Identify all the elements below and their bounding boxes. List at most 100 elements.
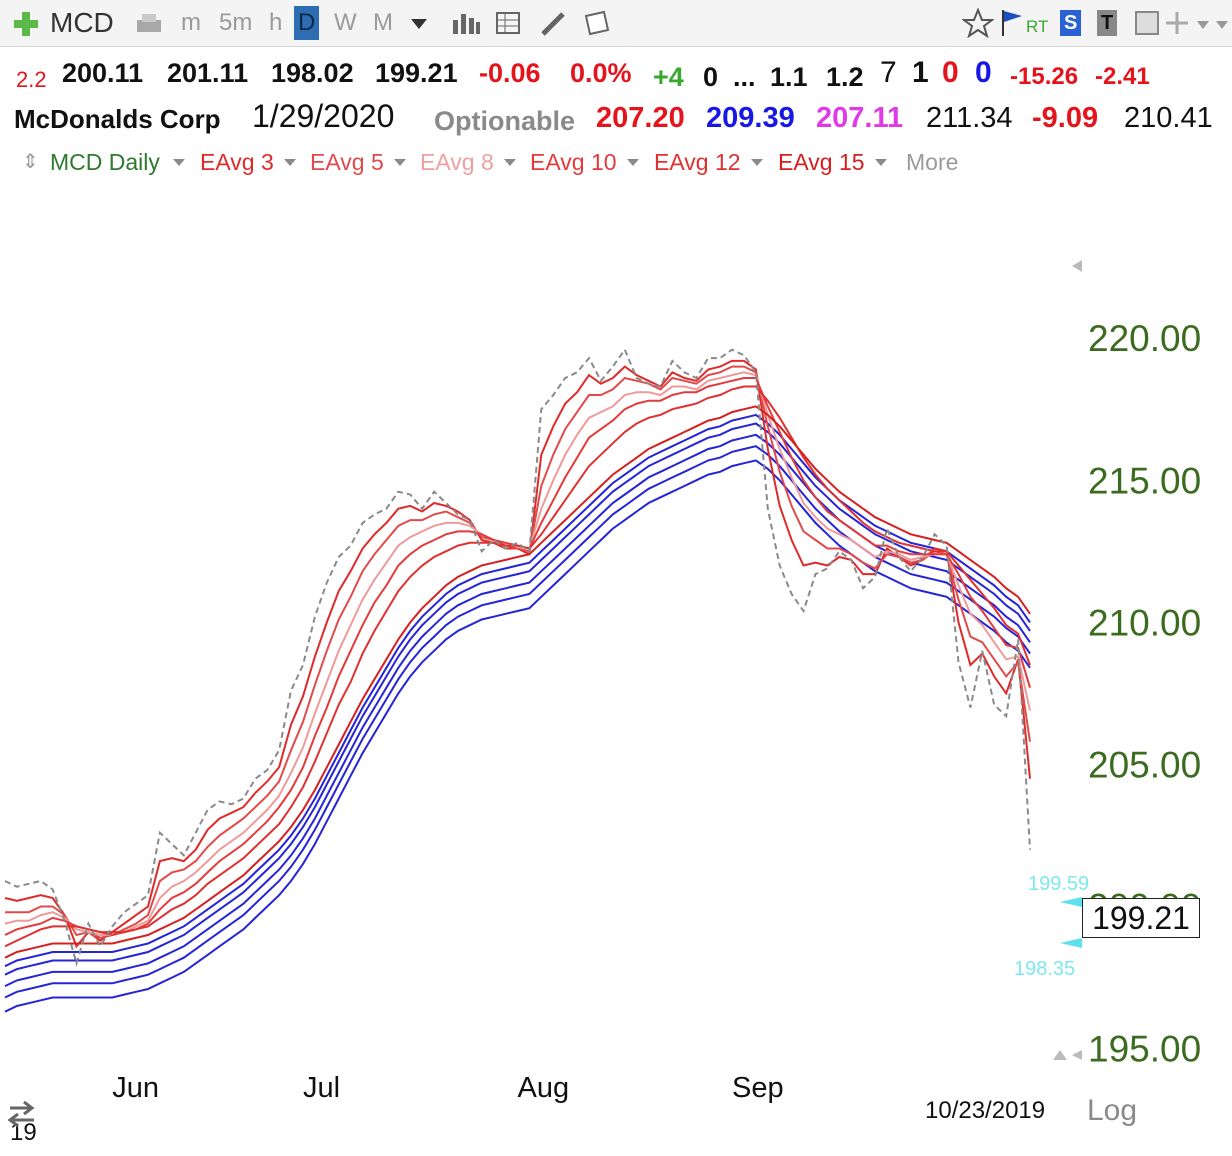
star-icon[interactable] <box>961 7 995 39</box>
long-ema-line-2 <box>4 422 1031 976</box>
quote-p3: 207.11 <box>816 102 904 134</box>
drag-handle-icon[interactable]: ⇕ <box>22 151 39 173</box>
quote-high: 201.11 <box>167 58 249 88</box>
quote-change: -0.06 <box>479 58 541 88</box>
last-price-label: 199.21 <box>1082 898 1200 938</box>
chart-toolbar: MCD m 5m h D W M RT S T <box>0 0 1232 47</box>
short-ema-line-4 <box>4 377 1031 937</box>
long-ema-group <box>4 413 1031 1013</box>
s-button[interactable]: S <box>1060 10 1082 36</box>
quote-date: 1/29/2020 <box>252 98 395 134</box>
quote-low: 198.02 <box>271 58 354 88</box>
short-ema-group <box>4 359 1031 959</box>
y-tick-label: 210.00 <box>1088 602 1201 643</box>
dropdown-icon[interactable] <box>410 17 428 29</box>
quote-n0a: 0 <box>942 56 959 89</box>
interval-d[interactable]: D <box>294 6 320 40</box>
chevron-down-icon[interactable] <box>1196 17 1210 29</box>
add-icon[interactable] <box>12 10 40 38</box>
quote-p6: 210.41 <box>1124 102 1213 134</box>
symbol-input[interactable]: MCD <box>50 7 114 38</box>
quote-change-pct: 0.0% <box>570 58 632 88</box>
x-tick-label: Sep <box>732 1072 784 1104</box>
chevron-down-icon[interactable] <box>751 159 763 166</box>
date-label: 10/23/2019 <box>925 1097 1045 1124</box>
study-eavg15[interactable]: EAvg 15 <box>778 149 865 175</box>
chevron-down-icon[interactable] <box>173 159 185 166</box>
study-eavg10[interactable]: EAvg 10 <box>530 149 617 175</box>
price-line <box>4 347 1031 968</box>
optionable-label: Optionable <box>434 106 575 136</box>
long-ema-line-1 <box>4 413 1031 968</box>
more-button[interactable]: More <box>906 149 959 175</box>
quote-p1: 207.20 <box>596 102 685 134</box>
study-eavg5[interactable]: EAvg 5 <box>310 149 384 175</box>
price-series-group <box>4 347 1031 968</box>
x-axis: Jun Jul Aug Sep <box>112 1072 783 1104</box>
t-button[interactable]: T <box>1097 10 1118 36</box>
flag-icon[interactable] <box>1000 8 1024 38</box>
scroll-left-icon[interactable] <box>1072 260 1082 272</box>
study-bar: ⇕ MCD Daily EAvg 3 EAvg 5 EAvg 8 EAvg 10… <box>18 145 1232 179</box>
move-icon[interactable] <box>1163 10 1191 36</box>
quote-p5: -9.09 <box>1032 102 1099 134</box>
study-main[interactable]: MCD Daily <box>50 149 160 175</box>
short-ema-line-2 <box>5 365 1031 939</box>
company-name: McDonalds Corp <box>14 104 221 134</box>
bid-marker <box>1060 897 1082 907</box>
chevron-down-icon[interactable] <box>394 159 406 166</box>
quote-r1: 1.1 <box>770 62 808 92</box>
printer-icon[interactable] <box>134 12 164 36</box>
y-tick-label: 195.00 <box>1088 1029 1201 1070</box>
study-eavg12[interactable]: EAvg 12 <box>654 149 741 175</box>
pencil-icon[interactable] <box>539 8 569 38</box>
chevron-down-icon[interactable] <box>284 159 296 166</box>
interval-h[interactable]: h <box>269 9 283 36</box>
study-eavg8[interactable]: EAvg 8 <box>420 149 494 175</box>
up-arrow-icon[interactable] <box>1053 1050 1067 1060</box>
short-ema-line-1 <box>4 359 1031 949</box>
grid-add-icon[interactable] <box>495 9 525 37</box>
left-arrow-icon[interactable] <box>1072 1050 1082 1060</box>
log-toggle[interactable]: Log <box>1087 1094 1137 1127</box>
y-tick-label: 220.00 <box>1088 318 1201 359</box>
rt-label[interactable]: RT <box>1026 17 1049 36</box>
interval-5m[interactable]: 5m <box>219 9 253 36</box>
long-ema-line-4 <box>4 445 1031 999</box>
chevron-down-icon[interactable] <box>504 159 516 166</box>
quote-n1: 1 <box>912 56 929 89</box>
study-eavg3[interactable]: EAvg 3 <box>200 149 274 175</box>
y-tick-label: 215.00 <box>1088 460 1201 501</box>
quote-r2: 1.2 <box>826 62 864 92</box>
x-tick-label: Aug <box>518 1072 570 1104</box>
quote-dots: ... <box>733 62 756 92</box>
bar-chart-icon[interactable] <box>451 10 481 36</box>
interval-mo[interactable]: M <box>373 9 393 36</box>
short-ema-line-5 <box>4 385 1031 948</box>
interval-w[interactable]: W <box>334 9 357 36</box>
bid-label: 199.59 <box>1028 873 1089 895</box>
quote-d2: -2.41 <box>1095 63 1150 90</box>
quote-zero: 0 <box>703 62 719 92</box>
quote-n7: 7 <box>880 56 897 89</box>
x-tick-label: Jun <box>112 1072 159 1104</box>
quote-p4: 211.34 <box>926 102 1013 134</box>
interval-m[interactable]: m <box>181 9 201 36</box>
note-icon[interactable] <box>582 8 612 38</box>
quote-v1: 2.2 <box>16 67 47 92</box>
quote-n0b: 0 <box>975 56 992 89</box>
x-tick-label: Jul <box>303 1072 340 1104</box>
sync-icon[interactable] <box>7 1100 35 1128</box>
chevron-down-icon[interactable] <box>875 159 887 166</box>
layout-icon[interactable] <box>1134 10 1160 36</box>
quote-close: 199.21 <box>375 58 458 88</box>
short-ema-line-6 <box>4 405 1031 959</box>
quote-plus: +4 <box>653 62 684 92</box>
quote-d1: -15.26 <box>1010 63 1079 90</box>
short-ema-line-3 <box>4 371 1031 936</box>
chevron-down-icon[interactable] <box>1215 17 1229 29</box>
quote-open: 200.11 <box>62 58 144 88</box>
chevron-down-icon[interactable] <box>627 159 639 166</box>
